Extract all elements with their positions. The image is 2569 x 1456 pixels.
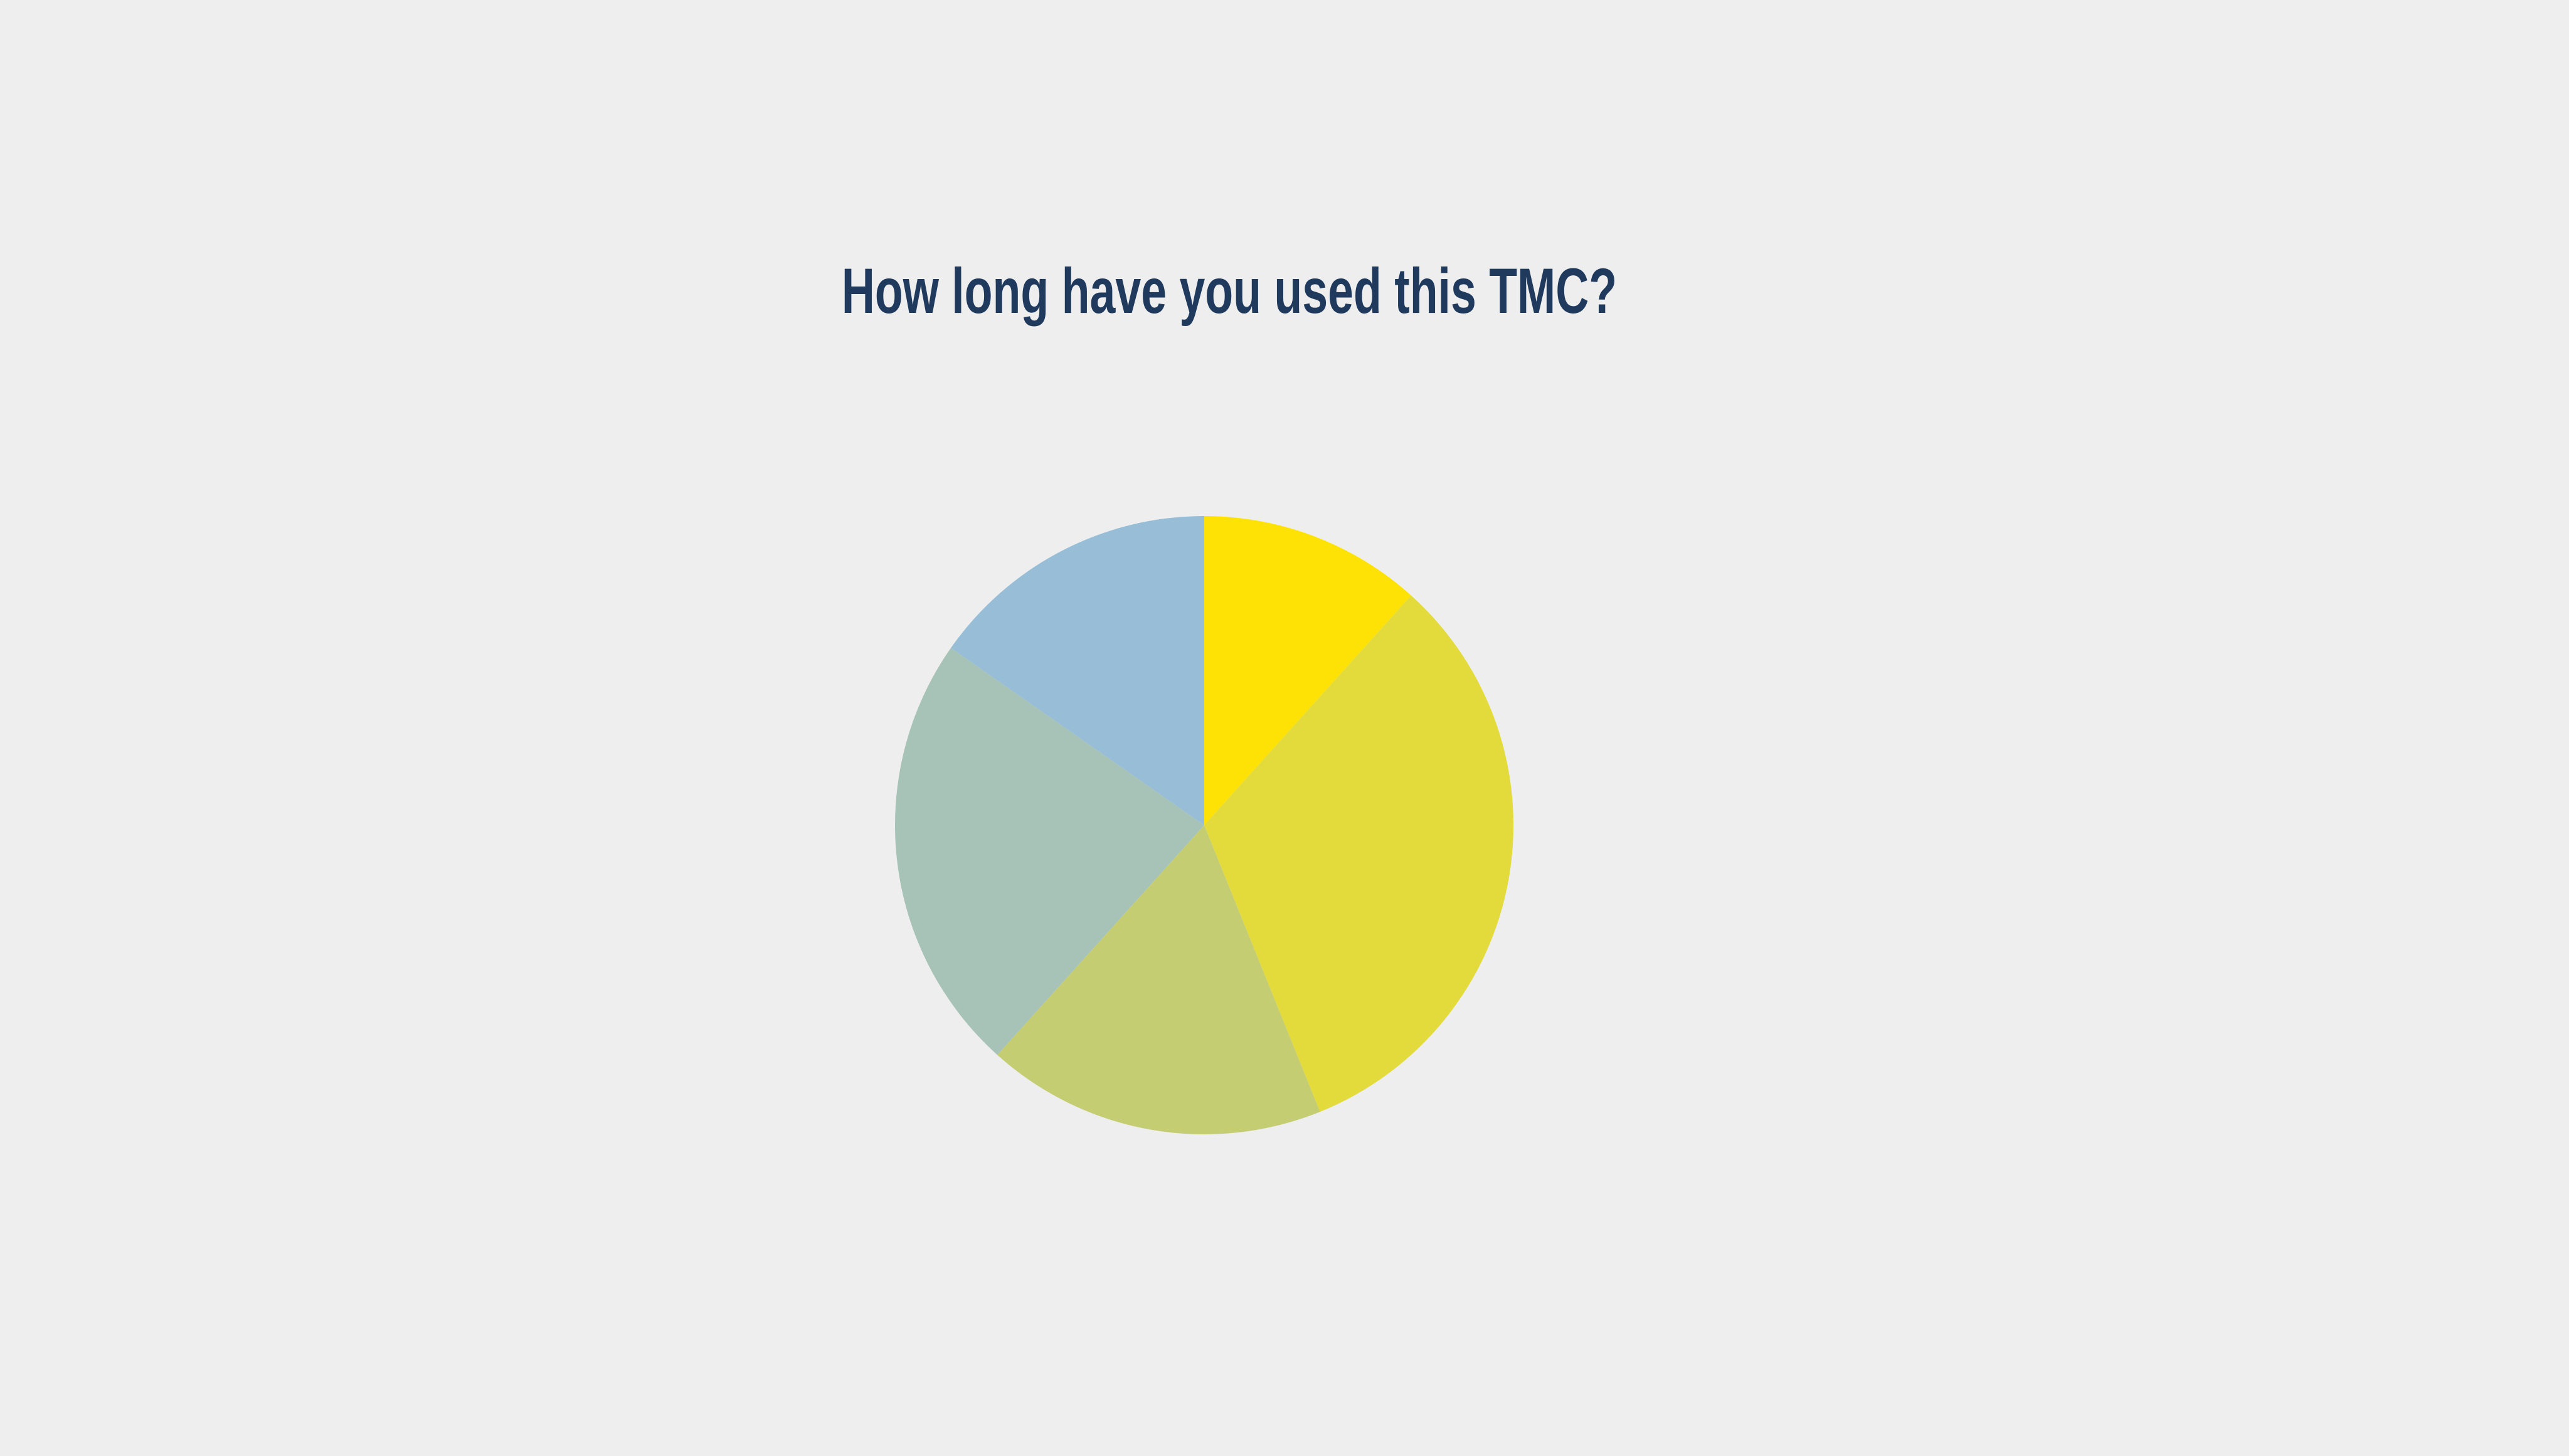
pie-slice-khaki-green xyxy=(997,825,1320,1134)
pie-slice-sage-green xyxy=(895,648,1204,1055)
chart-title: How long have you used this TMC? xyxy=(841,255,1618,327)
pie-slice-olive-yellow xyxy=(1204,595,1513,1112)
pie-slice-light-blue xyxy=(951,516,1204,825)
pie-slice-bright-yellow xyxy=(1204,516,1411,825)
pie-chart xyxy=(895,516,1513,1134)
pie-chart-area xyxy=(895,516,1513,1134)
